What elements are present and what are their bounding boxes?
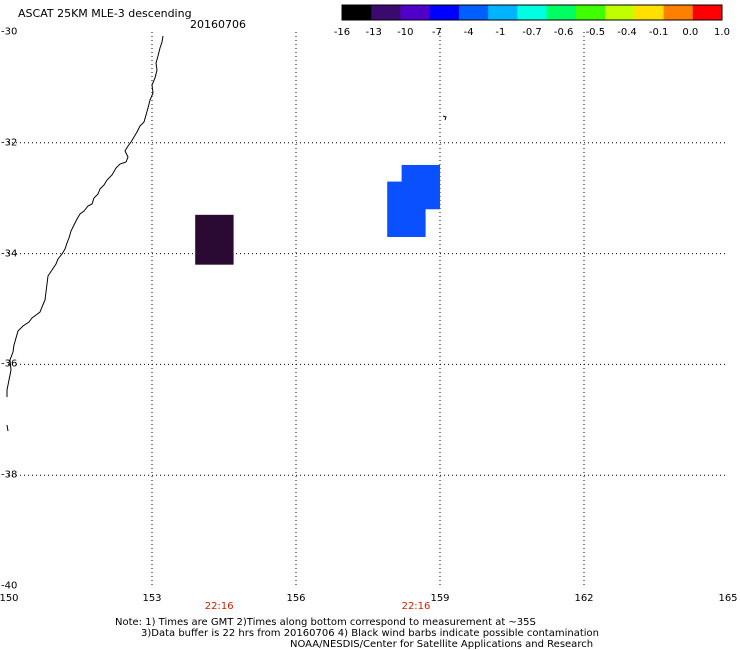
colorbar-label: -7 — [432, 27, 442, 38]
data-cells — [195, 164, 440, 265]
colorbar-segment — [342, 5, 372, 20]
colorbar-segment — [575, 5, 606, 20]
colorbar-segment — [605, 5, 635, 20]
colorbar-label: -13 — [365, 27, 382, 38]
coast-fragment — [6, 424, 9, 432]
colorbar-label: 1.0 — [714, 27, 730, 38]
colorbar-label: -0.6 — [553, 27, 574, 38]
data-cell — [195, 214, 234, 265]
lat-lon-grid — [8, 32, 728, 586]
colorbar-label: -0.5 — [585, 27, 606, 38]
colorbar-label: -0.4 — [617, 27, 637, 38]
longitude-label: 165 — [718, 593, 738, 604]
latitude-label: -34 — [1, 248, 18, 260]
colorbar-label: -1 — [495, 27, 506, 38]
latitude-label: -30 — [1, 26, 18, 38]
colorbar-segment — [429, 5, 460, 20]
colorbar-frame — [341, 4, 723, 21]
colorbar-segment — [517, 5, 548, 20]
latitude-label: -40 — [1, 580, 18, 592]
note-line-1: Note: 1) Times are GMT 2)Times along bot… — [115, 617, 536, 628]
island — [442, 115, 447, 121]
colorbar-label: -0.7 — [522, 27, 542, 38]
colorbar — [341, 4, 723, 21]
colorbar-label: -4 — [463, 27, 474, 38]
note-line-2: 3)Data buffer is 22 hrs from 20160706 4)… — [141, 628, 599, 639]
colorbar-segment — [692, 5, 723, 20]
colorbar-segment — [488, 5, 518, 20]
time-label: 22:16 — [401, 601, 431, 612]
colorbar-label: -16 — [333, 27, 351, 38]
colorbar-segment — [663, 5, 694, 20]
longitude-label: 156 — [286, 593, 306, 604]
data-cell — [387, 181, 426, 237]
longitude-label: 159 — [430, 593, 450, 604]
latitude-label: -36 — [1, 358, 18, 370]
colorbar-label: -10 — [397, 27, 414, 38]
colorbar-label: -0.1 — [648, 27, 669, 38]
colorbar-label: 0.0 — [682, 27, 699, 38]
map-date: 20160706 — [190, 18, 246, 31]
colorbar-segment — [458, 5, 489, 20]
colorbar-segment — [634, 5, 665, 20]
colorbar-segment — [371, 5, 401, 20]
longitude-label: 162 — [574, 593, 594, 604]
coastline — [6, 35, 164, 397]
latitude-label: -38 — [1, 469, 18, 481]
time-label: 22:16 — [204, 601, 234, 612]
longitude-label: 153 — [142, 593, 162, 604]
colorbar-segment — [546, 5, 577, 20]
credit-line: NOAA/NESDIS/Center for Satellite Applica… — [290, 639, 594, 650]
latitude-label: -32 — [1, 137, 18, 149]
map-title: ASCAT 25KM MLE-3 descending — [18, 7, 192, 20]
colorbar-segment — [400, 5, 431, 20]
longitude-label: 150 — [0, 593, 19, 604]
